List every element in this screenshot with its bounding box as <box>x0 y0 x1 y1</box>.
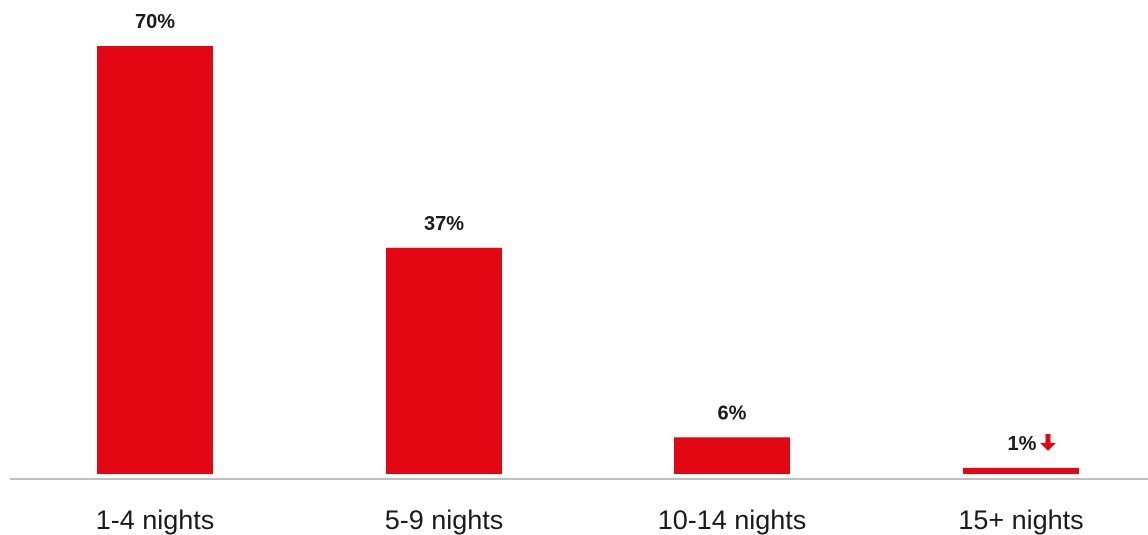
bar-3 <box>674 437 790 474</box>
value-labels-group: 70% 37% 6% 1% <box>135 11 1056 455</box>
bar-1 <box>97 46 213 474</box>
category-label-4: 15+ nights <box>958 505 1083 535</box>
value-label-2: 37% <box>424 213 464 235</box>
value-label-4: 1% <box>1008 433 1037 455</box>
bars-group <box>97 46 1079 474</box>
bar-4 <box>963 467 1079 474</box>
category-labels-group: 1-4 nights 5-9 nights 10-14 nights 15+ nigh… <box>96 505 1084 535</box>
category-label-3: 10-14 nights <box>658 505 807 535</box>
value-label-1: 70% <box>135 11 175 33</box>
value-label-3: 6% <box>718 402 747 424</box>
bar-2 <box>386 247 502 474</box>
category-label-2: 5-9 nights <box>385 505 504 535</box>
category-label-1: 1-4 nights <box>96 505 215 535</box>
down-arrow-icon <box>1040 433 1056 451</box>
